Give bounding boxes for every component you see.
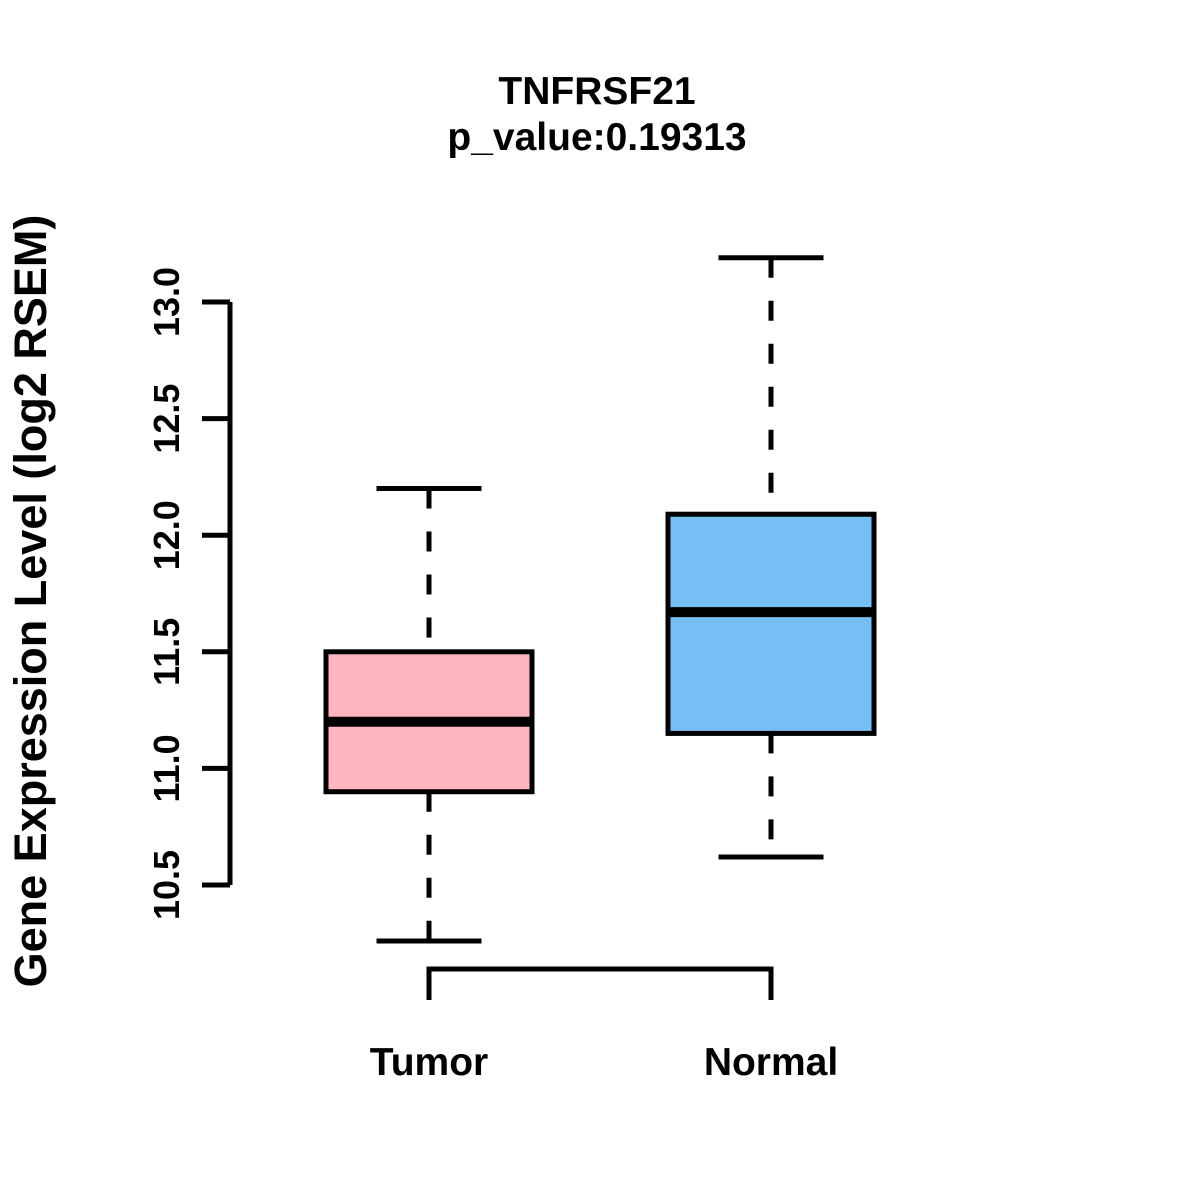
y-tick-label: 13.0 — [146, 267, 187, 337]
y-tick-label: 10.5 — [146, 850, 187, 920]
chart-title: TNFRSF21 — [498, 70, 696, 113]
x-tick-label-normal: Normal — [704, 1041, 838, 1084]
y-tick-label: 12.0 — [146, 500, 187, 570]
y-tick-label: 11.0 — [146, 734, 187, 802]
box-normal — [665, 511, 877, 736]
chart-header: TNFRSF21 p_value:0.19313 — [0, 69, 1194, 161]
x-axis-bracket — [426, 966, 774, 1000]
y-tick-label: 11.5 — [146, 618, 187, 686]
y-tick-label: 12.5 — [146, 384, 187, 454]
chart-subtitle: p_value:0.19313 — [447, 116, 747, 159]
x-tick-label-tumor: Tumor — [370, 1041, 488, 1084]
